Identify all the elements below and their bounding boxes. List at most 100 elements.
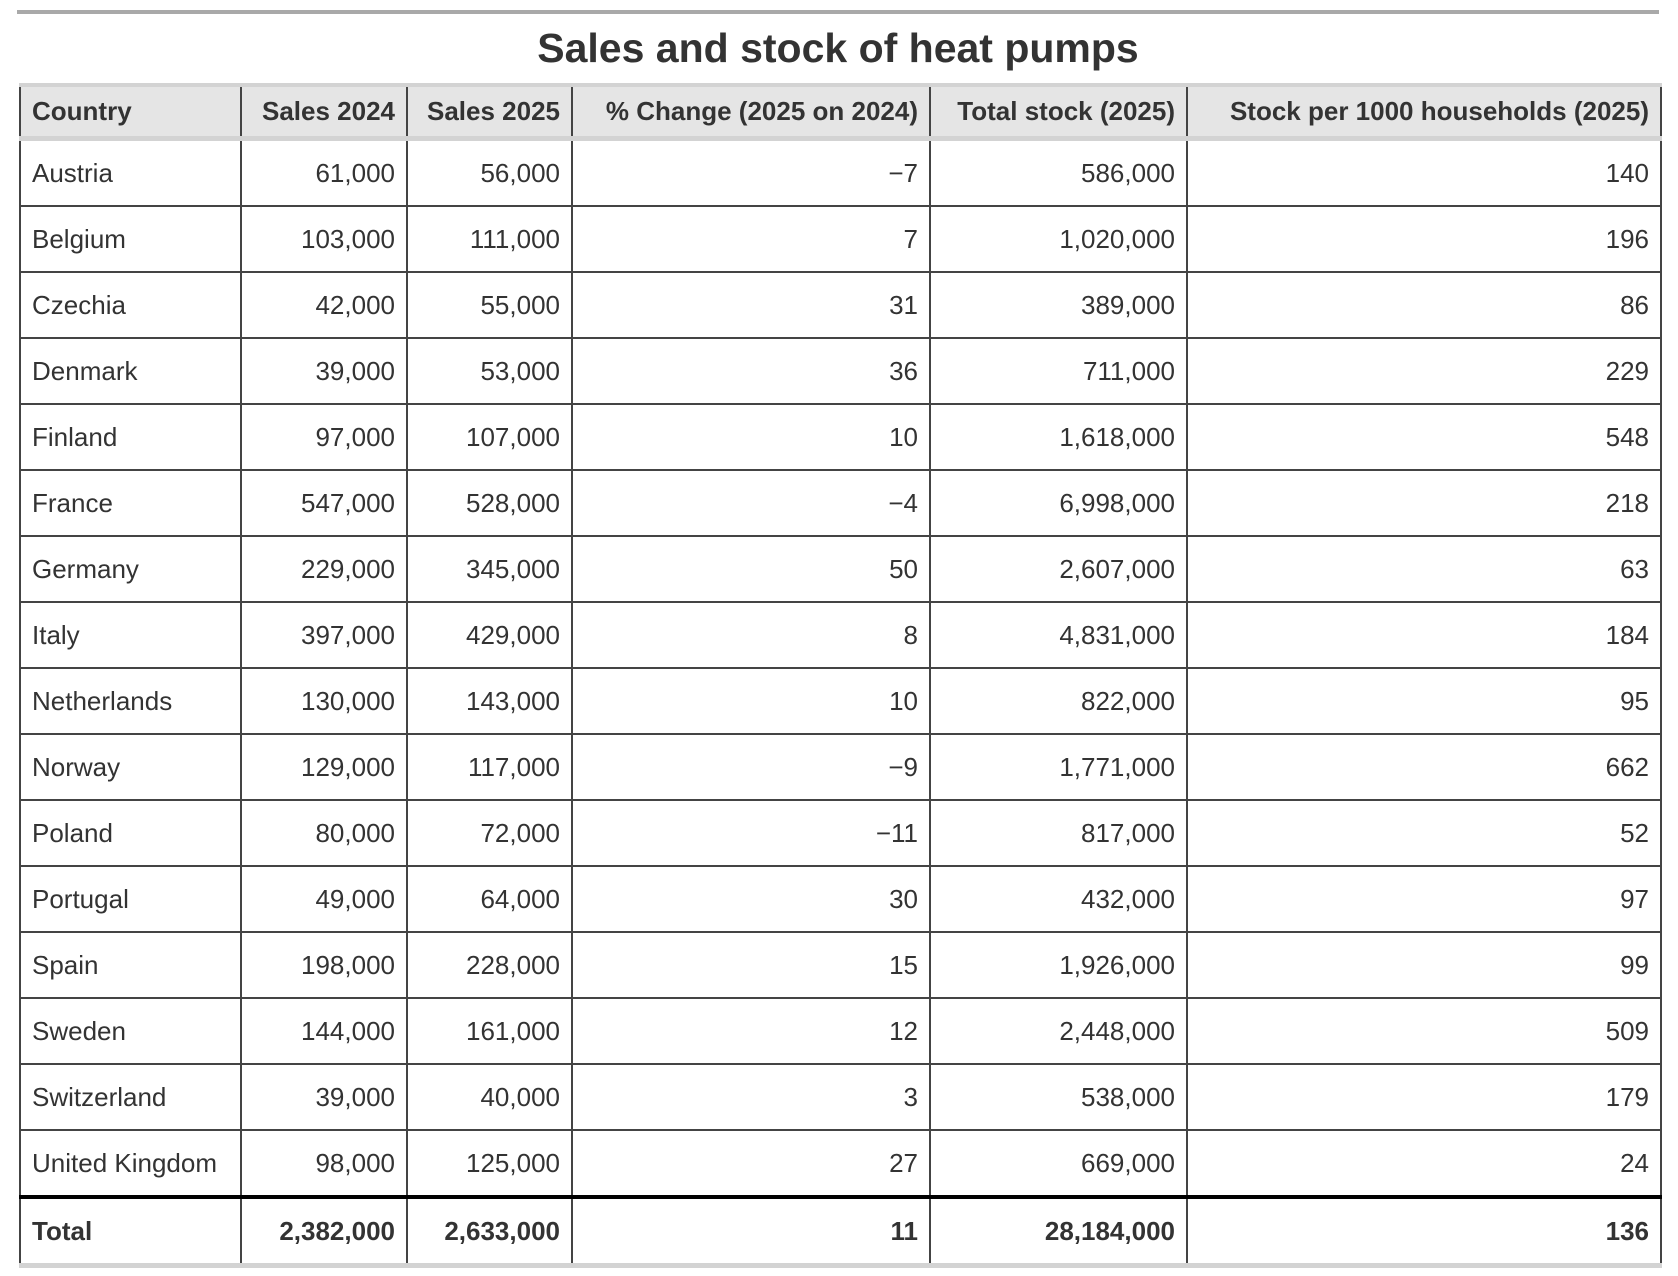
table-row: Belgium 103,000 111,000 7 1,020,000 196: [19, 205, 1662, 273]
cell-sales-2024: 61,000: [240, 137, 408, 207]
table-row: Finland 97,000 107,000 10 1,618,000 548: [19, 403, 1662, 471]
cell-total-stock: 389,000: [929, 271, 1188, 339]
cell-sales-2024: 103,000: [240, 205, 408, 273]
cell-total-stock: 817,000: [929, 799, 1188, 867]
table-row: Austria 61,000 56,000 −7 586,000 140: [19, 137, 1662, 207]
cell-sales-2024: 97,000: [240, 403, 408, 471]
cell-sales-2024: 80,000: [240, 799, 408, 867]
cell-sales-2024: 144,000: [240, 997, 408, 1065]
table-row: Sweden 144,000 161,000 12 2,448,000 509: [19, 997, 1662, 1065]
cell-stock-per-1000: 662: [1186, 733, 1662, 801]
cell-sales-2024: 130,000: [240, 667, 408, 735]
table-row: Poland 80,000 72,000 −11 817,000 52: [19, 799, 1662, 867]
cell-pct-change: 3: [571, 1063, 931, 1131]
cell-total-stock: 538,000: [929, 1063, 1188, 1131]
cell-sales-2024: 49,000: [240, 865, 408, 933]
table-row: Denmark 39,000 53,000 36 711,000 229: [19, 337, 1662, 405]
table-row: Spain 198,000 228,000 15 1,926,000 99: [19, 931, 1662, 999]
table-row: Czechia 42,000 55,000 31 389,000 86: [19, 271, 1662, 339]
column-header-sales-2024[interactable]: Sales 2024: [240, 83, 408, 141]
cell-country: Spain: [19, 931, 242, 999]
table-row: Norway 129,000 117,000 −9 1,771,000 662: [19, 733, 1662, 801]
cell-pct-change: 30: [571, 865, 931, 933]
cell-pct-change: 36: [571, 337, 931, 405]
cell-pct-change: 50: [571, 535, 931, 603]
cell-stock-per-1000: 196: [1186, 205, 1662, 273]
cell-stock-per-1000: 95: [1186, 667, 1662, 735]
cell-country: Netherlands: [19, 667, 242, 735]
top-divider: [17, 10, 1659, 14]
cell-stock-per-1000: 184: [1186, 601, 1662, 669]
cell-pct-change: −9: [571, 733, 931, 801]
cell-sales-2024: 229,000: [240, 535, 408, 603]
cell-sales-2025: 111,000: [406, 205, 573, 273]
cell-sales-2024: 98,000: [240, 1129, 408, 1198]
cell-pct-change: 31: [571, 271, 931, 339]
cell-stock-per-1000: 229: [1186, 337, 1662, 405]
total-stock: 28,184,000: [929, 1195, 1188, 1268]
heat-pump-table: Country Sales 2024 Sales 2025 % Change (…: [19, 83, 1662, 1268]
cell-total-stock: 2,448,000: [929, 997, 1188, 1065]
total-sales-2024: 2,382,000: [240, 1195, 408, 1268]
column-header-total-stock[interactable]: Total stock (2025): [929, 83, 1188, 141]
cell-country: Norway: [19, 733, 242, 801]
cell-pct-change: 7: [571, 205, 931, 273]
cell-sales-2025: 117,000: [406, 733, 573, 801]
cell-sales-2024: 39,000: [240, 337, 408, 405]
cell-pct-change: 8: [571, 601, 931, 669]
cell-sales-2025: 161,000: [406, 997, 573, 1065]
cell-stock-per-1000: 52: [1186, 799, 1662, 867]
table-row: Netherlands 130,000 143,000 10 822,000 95: [19, 667, 1662, 735]
cell-stock-per-1000: 24: [1186, 1129, 1662, 1198]
cell-sales-2025: 55,000: [406, 271, 573, 339]
cell-total-stock: 669,000: [929, 1129, 1188, 1198]
table-row: Germany 229,000 345,000 50 2,607,000 63: [19, 535, 1662, 603]
table-row: Portugal 49,000 64,000 30 432,000 97: [19, 865, 1662, 933]
table-row: Italy 397,000 429,000 8 4,831,000 184: [19, 601, 1662, 669]
cell-sales-2024: 129,000: [240, 733, 408, 801]
cell-stock-per-1000: 86: [1186, 271, 1662, 339]
cell-country: Denmark: [19, 337, 242, 405]
total-row: Total 2,382,000 2,633,000 11 28,184,000 …: [19, 1195, 1662, 1268]
cell-total-stock: 6,998,000: [929, 469, 1188, 537]
column-header-stock-per-1000[interactable]: Stock per 1000 households (2025): [1186, 83, 1662, 141]
cell-sales-2025: 64,000: [406, 865, 573, 933]
cell-country: Finland: [19, 403, 242, 471]
table-row: United Kingdom 98,000 125,000 27 669,000 24: [19, 1129, 1662, 1198]
column-header-country[interactable]: Country: [19, 83, 242, 141]
cell-pct-change: 10: [571, 403, 931, 471]
cell-sales-2025: 53,000: [406, 337, 573, 405]
cell-total-stock: 1,618,000: [929, 403, 1188, 471]
table-row: France 547,000 528,000 −4 6,998,000 218: [19, 469, 1662, 537]
cell-sales-2025: 528,000: [406, 469, 573, 537]
cell-country: Poland: [19, 799, 242, 867]
column-header-pct-change[interactable]: % Change (2025 on 2024): [571, 83, 931, 141]
cell-pct-change: 12: [571, 997, 931, 1065]
cell-country: Switzerland: [19, 1063, 242, 1131]
total-sales-2025: 2,633,000: [406, 1195, 573, 1268]
cell-pct-change: 10: [571, 667, 931, 735]
cell-country: Italy: [19, 601, 242, 669]
cell-stock-per-1000: 509: [1186, 997, 1662, 1065]
cell-country: Austria: [19, 137, 242, 207]
header-row: Country Sales 2024 Sales 2025 % Change (…: [19, 83, 1662, 141]
table-title: Sales and stock of heat pumps: [537, 25, 1139, 71]
cell-country: France: [19, 469, 242, 537]
cell-stock-per-1000: 140: [1186, 137, 1662, 207]
cell-stock-per-1000: 99: [1186, 931, 1662, 999]
cell-pct-change: −7: [571, 137, 931, 207]
cell-sales-2024: 198,000: [240, 931, 408, 999]
cell-sales-2025: 107,000: [406, 403, 573, 471]
cell-country: Germany: [19, 535, 242, 603]
cell-pct-change: −11: [571, 799, 931, 867]
column-header-sales-2025[interactable]: Sales 2025: [406, 83, 573, 141]
cell-sales-2025: 56,000: [406, 137, 573, 207]
cell-sales-2024: 547,000: [240, 469, 408, 537]
cell-stock-per-1000: 63: [1186, 535, 1662, 603]
cell-total-stock: 822,000: [929, 667, 1188, 735]
cell-sales-2025: 345,000: [406, 535, 573, 603]
table-row: Switzerland 39,000 40,000 3 538,000 179: [19, 1063, 1662, 1131]
cell-sales-2025: 228,000: [406, 931, 573, 999]
cell-sales-2024: 39,000: [240, 1063, 408, 1131]
cell-sales-2025: 40,000: [406, 1063, 573, 1131]
